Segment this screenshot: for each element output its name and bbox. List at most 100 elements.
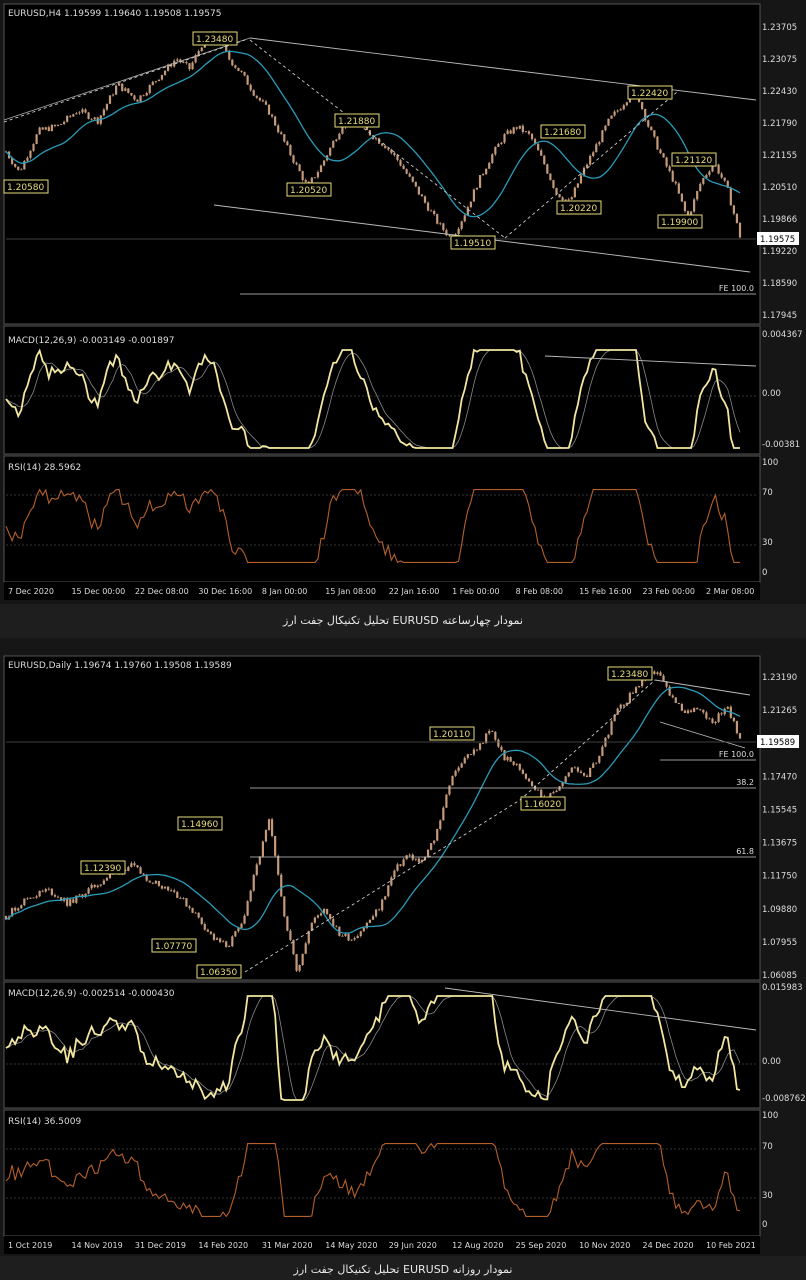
candle-body [506,130,509,135]
candle-body [240,923,243,928]
daily-annotations: 1.23480 1.20110 1.16020 1.14960 1.12390 1.077… [80,666,653,979]
candle-body [99,884,102,886]
candle-body [310,177,313,183]
candle-body [304,943,307,954]
candle-body [136,99,139,102]
price-annotation-label: 1.21880 [338,117,375,127]
candle-body [430,210,433,212]
price-tick-label: 1.17470 [762,772,797,782]
price-tick-label: 1.21265 [762,706,797,716]
candle-body [274,116,277,126]
candle-body [420,194,424,197]
candle-body [650,126,653,131]
candle-body [173,890,176,892]
candle-body [243,915,246,924]
candle-body [160,74,164,80]
candle-body [151,81,154,85]
h4-caption-bar [0,604,806,638]
candle-body [564,199,567,201]
candle-body [75,113,78,115]
candle-body [491,154,494,163]
time-tick-label: 29 Jun 2020 [389,1241,437,1250]
candle-body [225,45,228,52]
candle-body [500,746,503,751]
trend-line [654,679,751,696]
candle-body [66,898,69,906]
price-annotation-label: 1.07770 [155,942,192,952]
candle-body [598,755,601,763]
candle-body [598,142,601,145]
candle-body [622,704,625,706]
candle-body [634,687,638,693]
candle-body [298,164,301,172]
candle-body [693,708,696,712]
price-annotation-label: 1.23480 [611,670,648,680]
candle-body [292,939,295,955]
price-annotation-label: 1.21120 [675,156,712,166]
candle-body [454,770,457,776]
candle-body [59,897,63,901]
candle-body [237,927,240,932]
candle-body [301,953,304,965]
candle-body [261,100,264,102]
candle-body [59,123,63,125]
candle-body [494,731,497,740]
candle-body [518,763,521,770]
candle-body [408,173,411,177]
candle-body [628,97,631,103]
candle-body [613,111,616,116]
candle-body [50,124,53,132]
candle-body [680,704,683,711]
time-tick-label: 8 Jan 00:00 [262,587,308,596]
candle-body [442,223,445,231]
time-tick-label: 31 Dec 2019 [135,1241,186,1250]
candle-body [378,909,381,911]
price-annotation-label: 1.21680 [544,128,581,138]
candle-body [148,880,151,883]
candle-body [20,169,23,171]
candle-body [87,112,90,119]
candle-body [521,769,524,774]
candle-body [286,141,289,146]
candle-body [436,214,439,224]
candle-body [209,931,213,934]
candle-body [32,143,35,151]
candle-body [405,169,408,174]
price-annotation-box [334,113,380,128]
candle-body [23,898,26,906]
candle-body [567,772,570,777]
price-annotation-label: 1.19900 [661,218,698,228]
candle-body [66,115,69,122]
candle-body [585,775,589,778]
candle-body [249,84,252,91]
candle-body [466,754,469,758]
candle-body [145,92,148,96]
candle-body [552,180,555,188]
candle-body [332,141,335,148]
candle-body [329,913,332,919]
candle-body [295,954,298,971]
candle-body [280,874,283,897]
time-tick-label: 15 Dec 00:00 [71,587,125,596]
time-tick-label: 8 Feb 08:00 [516,587,563,596]
macd-tick-label: 0.015983 [762,983,803,993]
candle-body [246,901,249,916]
candle-body [402,165,405,170]
macd-tick-label: 0.004367 [762,330,803,340]
candle-body [604,125,607,131]
candle-body [717,164,720,174]
candle-body [90,118,93,120]
candle-body [93,884,96,888]
rsi-line [5,488,740,564]
candle-body [589,767,592,778]
candle-body [442,807,445,821]
candle-body [179,897,182,899]
candle-body [347,934,350,941]
candle-body [35,896,38,898]
candle-body [118,83,121,86]
candle-body [102,109,105,116]
h4-rsi-pane [3,455,761,583]
candle-body [14,164,17,167]
candle-body [121,83,124,91]
rsi-tick-label: 100 [762,458,778,468]
